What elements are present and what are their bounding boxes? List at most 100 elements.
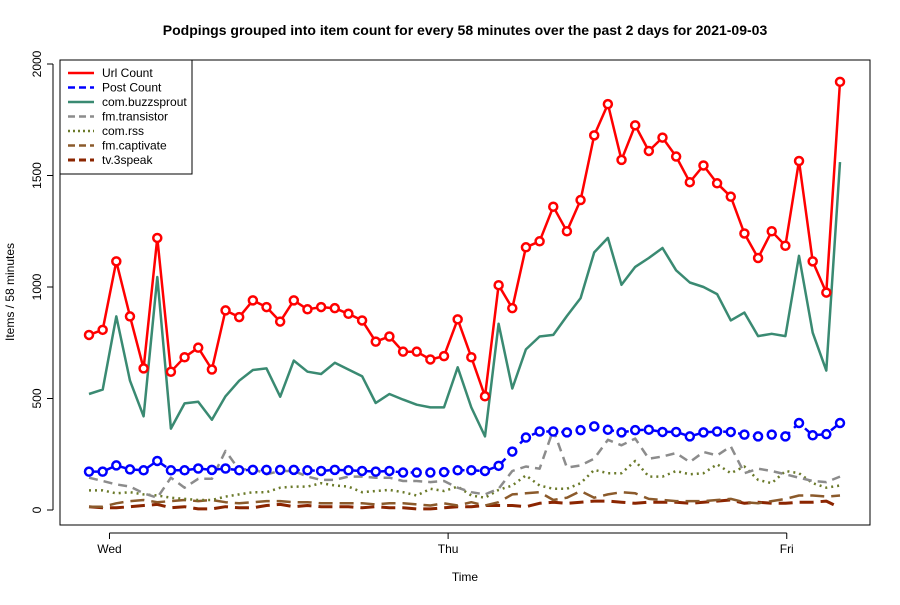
data-point-url-count bbox=[739, 228, 750, 239]
data-point-post-count bbox=[302, 465, 313, 476]
data-point-post-count bbox=[834, 417, 846, 429]
data-point-post-count bbox=[179, 465, 190, 476]
series-line-com-buzzsprout bbox=[88, 162, 842, 438]
legend-label: fm.transistor bbox=[102, 110, 168, 124]
data-point-url-count bbox=[356, 315, 368, 326]
data-point-url-count bbox=[233, 311, 245, 323]
data-point-url-count bbox=[766, 226, 777, 237]
data-point-url-count bbox=[397, 346, 409, 357]
data-point-post-count bbox=[261, 464, 272, 476]
data-point-post-count bbox=[575, 424, 586, 436]
data-point-post-count bbox=[138, 465, 149, 476]
data-point-post-count bbox=[684, 431, 696, 442]
data-point-url-count bbox=[220, 305, 231, 316]
data-point-post-count bbox=[343, 465, 354, 476]
y-tick-label: 0 bbox=[30, 506, 44, 513]
data-point-post-count bbox=[588, 421, 600, 432]
y-tick-label: 1000 bbox=[30, 273, 44, 300]
data-point-url-count bbox=[466, 351, 477, 363]
data-point-url-count bbox=[834, 76, 846, 88]
x-tick-label: Thu bbox=[438, 542, 459, 556]
y-axis: 0 500 1000 1500 2000 bbox=[30, 50, 54, 513]
data-point-post-count bbox=[97, 466, 108, 477]
data-point-post-count bbox=[152, 455, 163, 467]
data-point-post-count bbox=[384, 465, 395, 477]
data-point-post-count bbox=[602, 424, 614, 435]
data-point-url-count bbox=[261, 301, 272, 313]
data-point-url-count bbox=[179, 351, 190, 363]
data-point-post-count bbox=[548, 426, 559, 437]
data-point-post-count bbox=[657, 426, 668, 438]
data-point-post-count bbox=[124, 464, 136, 475]
data-point-post-count bbox=[780, 431, 791, 442]
data-point-url-count bbox=[657, 132, 668, 143]
data-point-post-count bbox=[329, 464, 341, 476]
data-point-post-count bbox=[821, 428, 832, 440]
y-tick-label: 2000 bbox=[30, 50, 44, 77]
x-tick-label: Fri bbox=[780, 542, 794, 556]
data-point-url-count bbox=[274, 316, 286, 327]
legend-label: Post Count bbox=[102, 81, 162, 95]
data-point-url-count bbox=[643, 145, 655, 157]
data-point-url-count bbox=[370, 336, 381, 347]
data-point-post-count bbox=[438, 466, 450, 478]
data-point-post-count bbox=[247, 464, 259, 476]
data-point-post-count bbox=[711, 426, 723, 437]
data-point-post-count bbox=[466, 465, 477, 476]
x-axis: Wed Thu Fri bbox=[97, 532, 794, 556]
data-point-url-count bbox=[111, 256, 122, 267]
data-point-url-count bbox=[793, 155, 805, 167]
data-point-url-count bbox=[548, 201, 559, 212]
legend-label: fm.captivate bbox=[102, 139, 167, 153]
data-point-post-count bbox=[220, 463, 231, 474]
data-point-url-count bbox=[152, 232, 163, 244]
data-point-url-count bbox=[83, 329, 95, 341]
data-point-post-count bbox=[520, 432, 532, 443]
data-point-url-count bbox=[684, 176, 696, 188]
data-point-url-count bbox=[780, 240, 791, 251]
chart-title: Podpings grouped into item count for eve… bbox=[163, 22, 768, 38]
data-point-url-count bbox=[192, 342, 204, 353]
series-line-fm-captivate bbox=[89, 489, 841, 508]
data-point-post-count bbox=[356, 465, 368, 477]
series-layer bbox=[83, 76, 846, 511]
data-point-url-count bbox=[493, 279, 504, 291]
data-point-url-count bbox=[315, 301, 327, 313]
data-point-post-count bbox=[233, 465, 245, 476]
data-point-post-count bbox=[165, 465, 177, 476]
data-point-post-count bbox=[766, 429, 777, 440]
data-point-post-count bbox=[425, 467, 436, 478]
data-point-url-count bbox=[807, 256, 818, 267]
data-point-url-count bbox=[302, 304, 313, 315]
data-point-url-count bbox=[561, 226, 573, 237]
data-point-url-count bbox=[752, 252, 764, 264]
data-point-url-count bbox=[343, 308, 354, 320]
data-point-url-count bbox=[520, 242, 532, 253]
data-point-post-count bbox=[493, 460, 504, 472]
data-point-url-count bbox=[206, 364, 218, 375]
y-axis-label: Items / 58 minutes bbox=[3, 243, 17, 341]
data-point-url-count bbox=[602, 98, 614, 110]
data-point-post-count bbox=[793, 417, 805, 429]
data-point-post-count bbox=[698, 427, 709, 438]
data-point-post-count bbox=[670, 426, 682, 438]
data-point-post-count bbox=[83, 466, 95, 477]
data-point-url-count bbox=[616, 154, 627, 166]
legend-label: com.rss bbox=[102, 124, 144, 138]
data-point-post-count bbox=[725, 426, 737, 438]
data-point-url-count bbox=[411, 346, 422, 357]
series-line-fm-transistor bbox=[88, 428, 841, 499]
data-point-url-count bbox=[479, 391, 491, 402]
x-axis-label: Time bbox=[452, 570, 479, 584]
data-point-url-count bbox=[384, 331, 395, 342]
data-point-url-count bbox=[698, 160, 709, 171]
data-point-url-count bbox=[575, 194, 586, 206]
data-point-url-count bbox=[97, 324, 108, 336]
data-point-post-count bbox=[411, 467, 422, 478]
x-tick-label: Wed bbox=[97, 542, 121, 556]
data-point-post-count bbox=[479, 465, 491, 477]
data-point-url-count bbox=[629, 120, 641, 131]
data-point-post-count bbox=[643, 424, 655, 435]
data-point-post-count bbox=[616, 427, 627, 438]
